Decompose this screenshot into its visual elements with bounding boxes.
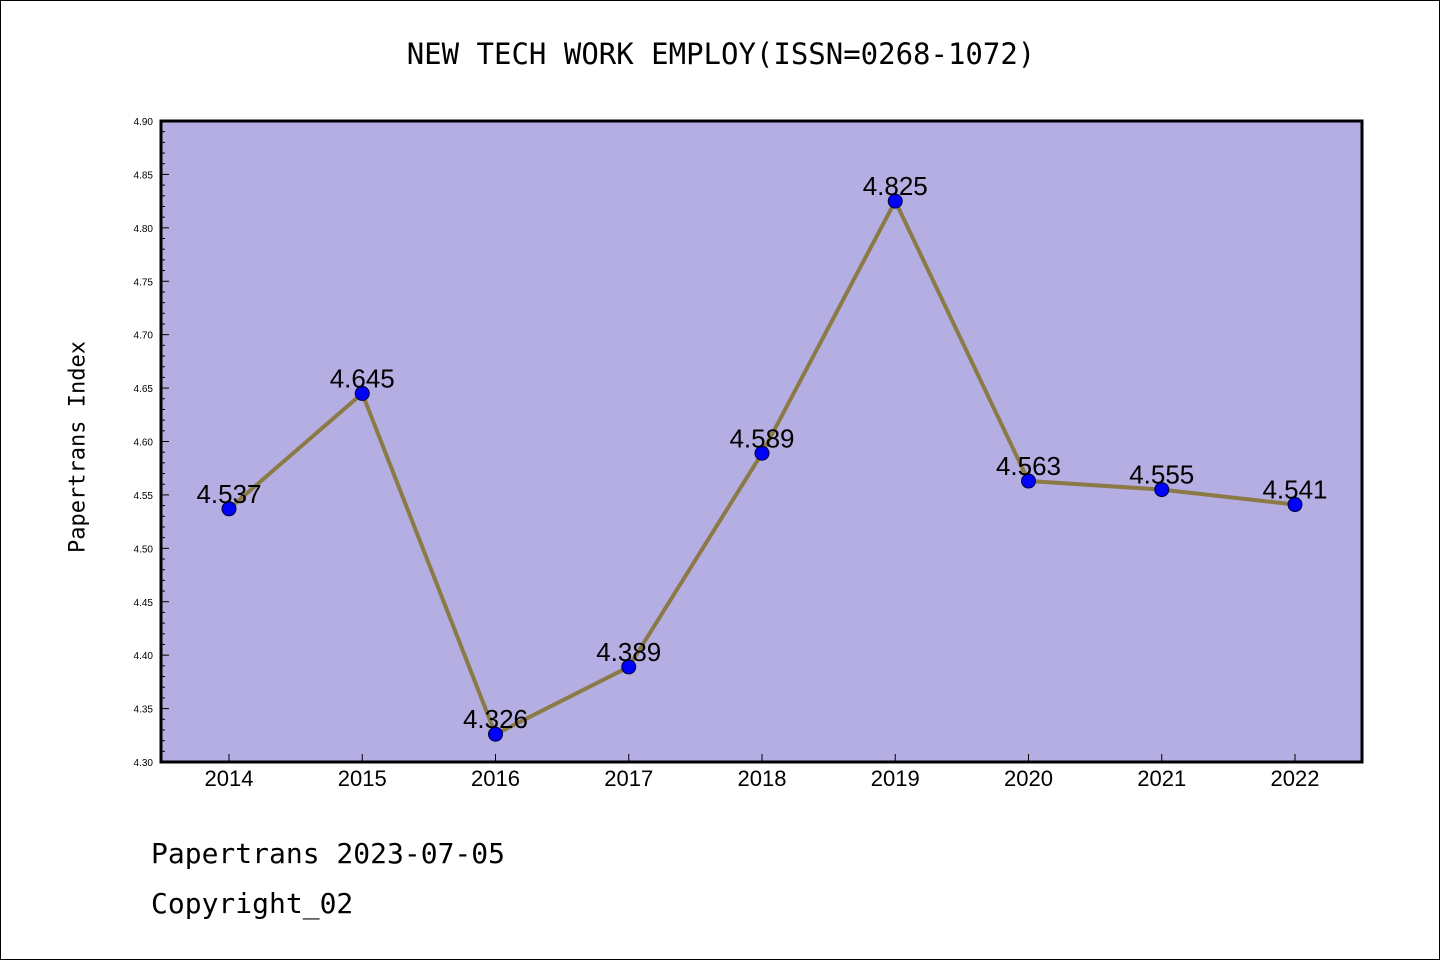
x-tick-label: 2019	[871, 766, 920, 791]
plot-area	[159, 119, 1364, 764]
data-label: 4.825	[863, 171, 928, 201]
y-tick-label: 4.60	[134, 438, 154, 449]
y-tick-label: 4.50	[134, 544, 154, 555]
y-tick-label: 4.75	[134, 277, 154, 288]
y-tick-label: 4.65	[134, 384, 154, 395]
x-tick-label: 2020	[1004, 766, 1053, 791]
data-label: 4.541	[1262, 475, 1327, 505]
data-point	[621, 659, 637, 675]
y-tick-label: 4.85	[134, 170, 154, 181]
data-label: 4.645	[330, 363, 395, 393]
footer-copyright: Copyright_02	[151, 887, 354, 920]
x-axis: 2014 2015 2016 2017 2018 2019 2020 2021 2022	[205, 754, 1320, 791]
y-tick-label: 4.45	[134, 598, 154, 609]
data-labels: 4.537 4.645 4.326 4.389 4.589 4.825 4.563 4.555…	[196, 171, 1327, 734]
y-tick-label: 4.35	[134, 705, 154, 716]
y-tick-label: 4.80	[134, 224, 154, 235]
data-label: 4.563	[996, 451, 1061, 481]
x-tick-label: 2016	[471, 766, 520, 791]
y-tick-label: 4.70	[134, 331, 154, 342]
data-label: 4.326	[463, 704, 528, 734]
x-tick-label: 2015	[338, 766, 387, 791]
data-label: 4.537	[196, 479, 261, 509]
chart-title: NEW TECH WORK EMPLOY(ISSN=0268-1072)	[406, 37, 1036, 71]
data-point	[488, 726, 503, 742]
y-tick-label: 4.55	[134, 491, 154, 502]
data-label: 4.589	[729, 423, 794, 453]
y-tick-label: 4.30	[134, 758, 154, 769]
x-tick-label: 2018	[738, 766, 787, 791]
data-point	[887, 193, 903, 209]
x-tick-label: 2021	[1137, 766, 1186, 791]
data-label: 4.389	[596, 637, 661, 667]
y-tick-label: 4.40	[134, 651, 154, 662]
data-label: 4.555	[1129, 460, 1194, 490]
footer-date: Papertrans 2023-07-05	[151, 837, 506, 870]
data-point	[221, 501, 237, 517]
y-tick-label: 4.90	[134, 117, 154, 128]
data-point	[354, 385, 370, 401]
data-point	[1021, 473, 1036, 489]
x-tick-label: 2017	[604, 766, 653, 791]
data-point	[1154, 482, 1170, 498]
x-tick-label: 2022	[1271, 766, 1320, 791]
data-point	[754, 445, 770, 461]
data-point	[1287, 497, 1303, 513]
y-axis: 4.30 4.35 4.40 4.45 4.50 4.55 4.60 4.65 4.70 4.75…	[134, 117, 169, 769]
x-tick-label: 2014	[205, 766, 254, 791]
data-points	[221, 193, 1303, 742]
